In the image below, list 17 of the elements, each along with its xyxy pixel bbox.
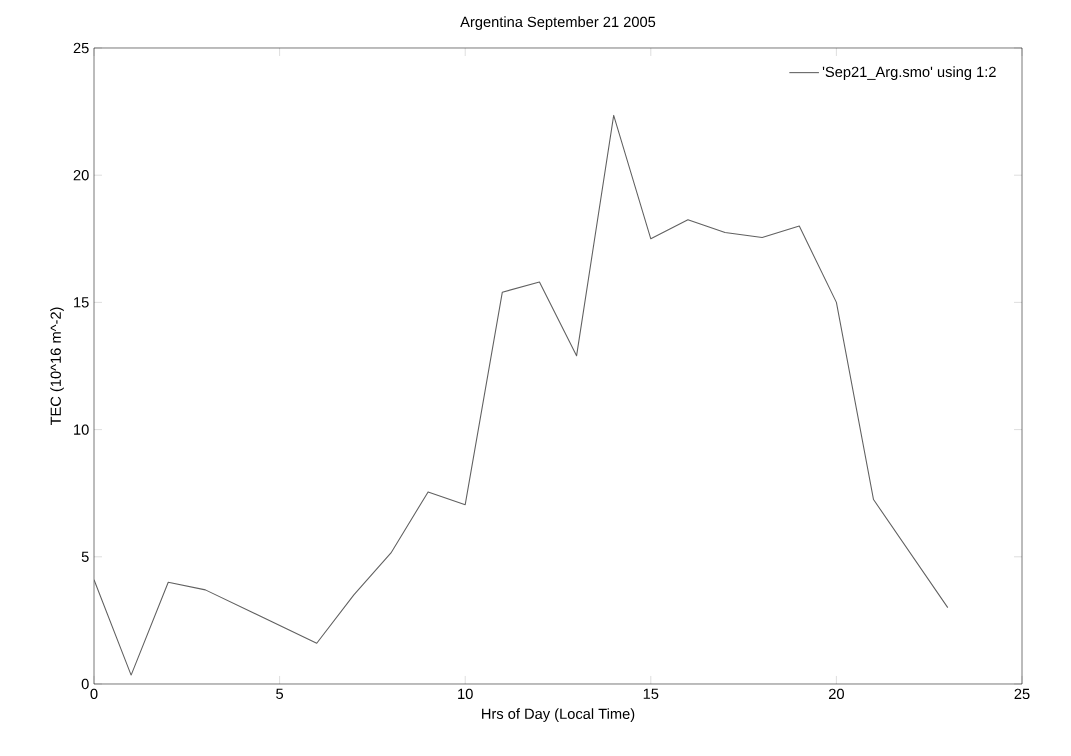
line-series <box>94 114 949 676</box>
y-tick-label: 10 <box>74 424 89 435</box>
y-tick-label: 25 <box>73 42 89 54</box>
y-axis-title: TEC (10^16 m^-2) <box>50 307 64 426</box>
y-tick-label: 5 <box>81 551 89 562</box>
x-tick-label: 20 <box>828 688 844 700</box>
y-tick-label: 20 <box>73 170 89 181</box>
legend-label: 'Sep21_Arg.smo' using 1:2 <box>822 66 996 80</box>
y-tick-label: 15 <box>74 297 89 308</box>
x-tick-label: 15 <box>643 688 659 699</box>
chart-title: Argentina September 21 2005 <box>460 16 656 30</box>
y-tick-label: 0 <box>81 678 89 690</box>
x-axis-title: Hrs of Day (Local Time) <box>482 708 635 722</box>
x-tick-label: 5 <box>276 688 284 699</box>
x-tick-label: 25 <box>1014 688 1030 700</box>
x-tick-label: 0 <box>90 688 98 700</box>
x-tick-label: 10 <box>458 688 473 700</box>
